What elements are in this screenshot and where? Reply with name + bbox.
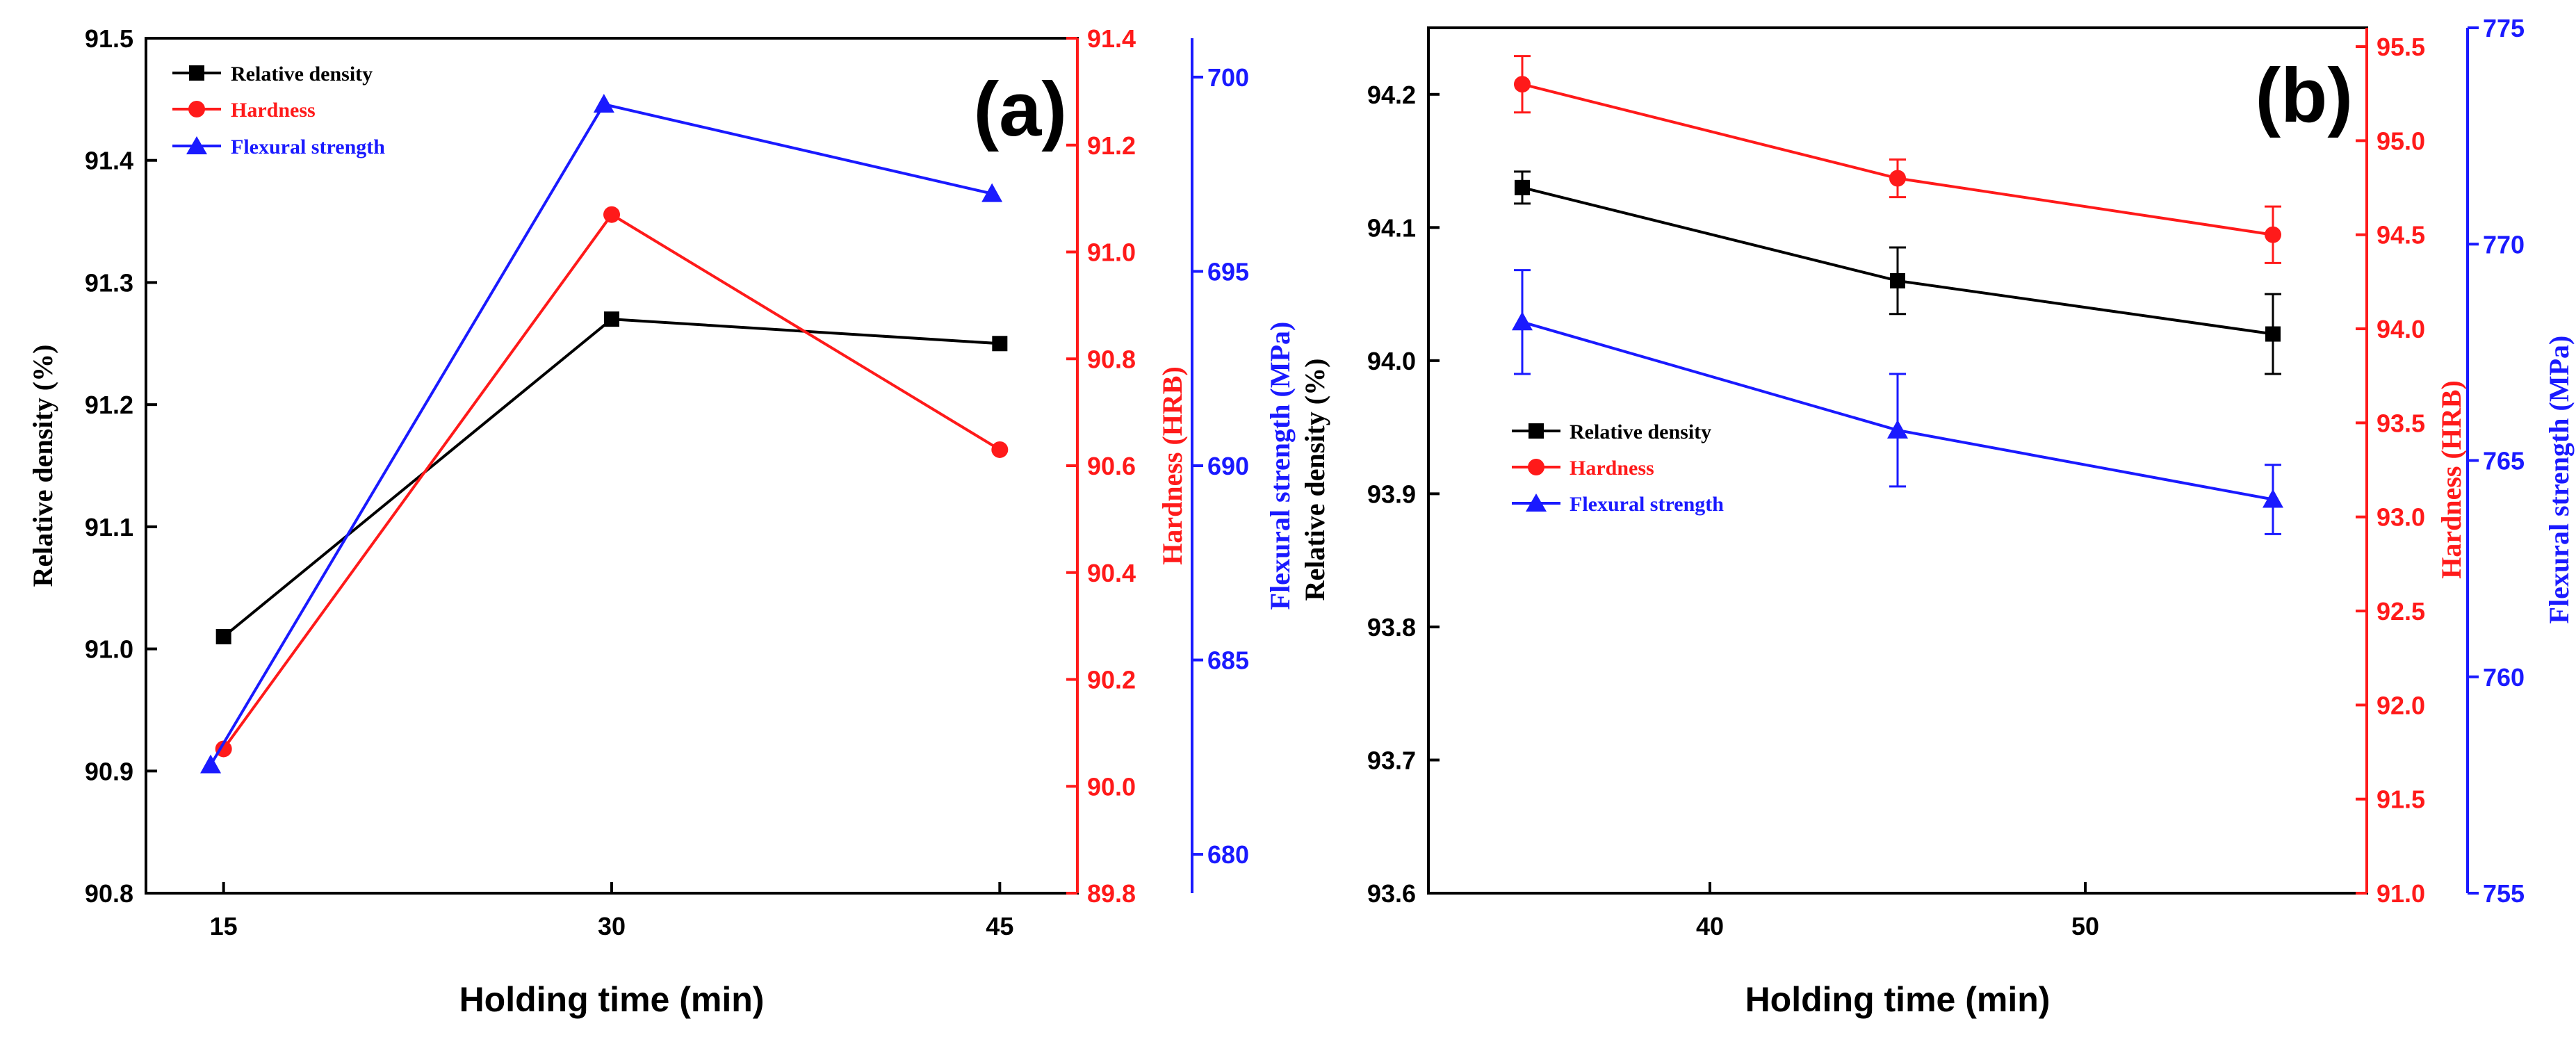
x-tick-label-b: 50 — [2071, 912, 2099, 940]
hardness-tick-label-a: 90.2 — [1087, 666, 1136, 694]
density-point-a — [992, 336, 1008, 352]
strength-point-a — [593, 94, 614, 113]
x-tick-label-a: 45 — [986, 912, 1013, 940]
legend-b: Relative density Hardness Flexural stren… — [1512, 421, 1724, 516]
x-tick-label-a: 15 — [210, 912, 238, 940]
hardness-tick-label-a: 90.0 — [1087, 772, 1136, 801]
hardness-tick-label-b: 95.5 — [2377, 33, 2425, 61]
y-axis-label-strength-b: Flexural strength (MPa) — [2543, 336, 2575, 624]
x-axis-label-a: Holding time (min) — [459, 980, 765, 1019]
density-tick-label-b: 93.6 — [1367, 879, 1416, 908]
hardness-tick-label-b: 93.5 — [2377, 409, 2425, 437]
panel-label-a: (a) — [974, 67, 1067, 152]
hardness-tick-label-a: 91.4 — [1087, 24, 1136, 53]
legend-label-hardness-a: Hardness — [231, 99, 316, 122]
density-tick-label-b: 93.9 — [1367, 480, 1416, 508]
x-axis-label-b: Holding time (min) — [1745, 980, 2051, 1019]
y-axis-label-hardness-a: Hardness (HRB) — [1157, 366, 1188, 565]
hardness-tick-label-b: 94.0 — [2377, 315, 2425, 343]
strength-tick-label-b: 775 — [2483, 14, 2525, 42]
strength-tick-label-a: 700 — [1207, 63, 1249, 92]
legend-marker-strength-b — [1526, 494, 1547, 512]
hardness-point-a — [991, 441, 1009, 458]
density-point-a — [215, 629, 231, 644]
legend-label-strength-a: Flexural strength — [231, 136, 385, 158]
hardness-tick-label-b: 94.5 — [2377, 221, 2425, 250]
legend-label-density-a: Relative density — [231, 63, 373, 85]
legend-marker-density-a — [189, 65, 204, 81]
y-axis-label-strength-a: Flexural strength (MPa) — [1264, 322, 1296, 610]
density-tick-label-b: 94.1 — [1367, 213, 1416, 242]
strength-tick-label-a: 685 — [1207, 646, 1249, 675]
hardness-point-b — [2265, 226, 2281, 243]
strength-point-b — [1512, 311, 1533, 331]
strength-tick-label-b: 770 — [2483, 230, 2525, 259]
density-tick-label-a: 90.8 — [85, 879, 133, 908]
strength-tick-label-b: 760 — [2483, 663, 2525, 692]
hardness-tick-label-a: 90.8 — [1087, 345, 1136, 373]
legend-marker-density-b — [1529, 423, 1544, 439]
x-tick-label-b: 40 — [1696, 912, 1724, 940]
strength-line-a — [209, 102, 993, 766]
legend-a: Relative density Hardness Flexural stren… — [172, 63, 385, 158]
legend-marker-hardness-a — [188, 101, 205, 117]
strength-tick-label-b: 765 — [2483, 447, 2525, 475]
hardness-line-a — [222, 213, 1001, 750]
hardness-tick-label-a: 90.6 — [1087, 452, 1136, 480]
strength-tick-label-a: 680 — [1207, 840, 1249, 869]
strength-tick-label-a: 695 — [1207, 257, 1249, 286]
hardness-point-b — [1889, 170, 1906, 187]
hardness-tick-label-b: 91.5 — [2377, 785, 2425, 814]
hardness-tick-label-a: 91.0 — [1087, 238, 1136, 267]
hardness-tick-label-b: 93.0 — [2377, 503, 2425, 532]
legend-label-strength-b: Flexural strength — [1570, 493, 1724, 516]
strength-tick-label-b: 755 — [2483, 879, 2525, 908]
hardness-tick-label-a: 91.2 — [1087, 131, 1136, 160]
density-tick-label-b: 94.2 — [1367, 81, 1416, 109]
hardness-point-b — [1514, 76, 1531, 93]
density-point-b — [2265, 326, 2281, 342]
hardness-tick-label-b: 95.0 — [2377, 127, 2425, 155]
legend-marker-strength-a — [186, 136, 207, 154]
strength-point-b — [1887, 419, 1908, 439]
hardness-tick-label-b: 92.0 — [2377, 691, 2425, 719]
density-tick-label-a: 91.2 — [85, 391, 133, 419]
density-point-a — [604, 311, 619, 327]
density-tick-label-a: 91.1 — [85, 513, 133, 541]
hardness-tick-label-a: 90.4 — [1087, 559, 1136, 587]
density-tick-label-a: 91.5 — [85, 24, 133, 53]
hardness-tick-label-a: 89.8 — [1087, 879, 1136, 908]
density-tick-label-a: 91.4 — [85, 147, 133, 175]
density-tick-label-b: 94.0 — [1367, 347, 1416, 375]
density-tick-label-a: 91.3 — [85, 268, 133, 297]
density-tick-label-b: 93.7 — [1367, 746, 1416, 774]
strength-point-b — [2263, 489, 2283, 508]
density-tick-label-a: 91.0 — [85, 635, 133, 664]
panel-label-b: (b) — [2256, 53, 2353, 138]
y-axis-label-hardness-b: Hardness (HRB) — [2436, 380, 2467, 579]
plot-frame-a — [145, 37, 1079, 895]
density-tick-label-b: 93.8 — [1367, 613, 1416, 642]
density-point-b — [1515, 179, 1530, 195]
strength-point-a — [981, 183, 1003, 202]
panel-a: 15 30 45 90.890.991.091.191.291.391.491.5 … — [27, 24, 1296, 1019]
legend-label-density-b: Relative density — [1570, 421, 1711, 443]
hardness-tick-label-b: 92.5 — [2377, 597, 2425, 626]
y-axis-label-density-b: Relative density (%) — [1299, 359, 1330, 601]
strength-tick-label-a: 690 — [1207, 452, 1249, 480]
hardness-point-a — [603, 206, 620, 223]
legend-marker-hardness-b — [1528, 459, 1544, 475]
hardness-point-a — [215, 740, 232, 758]
x-tick-label-a: 30 — [598, 912, 626, 940]
y-axis-label-density-a: Relative density (%) — [27, 345, 58, 587]
hardness-tick-label-b: 91.0 — [2377, 879, 2425, 908]
panel-b: 40 50 93.6 93.7 93.8 93.9 94.0 94.1 94.2 91.0 91… — [1299, 14, 2575, 1019]
density-point-b — [1890, 272, 1905, 288]
density-tick-label-a: 90.9 — [85, 757, 133, 785]
strength-point-a — [200, 754, 222, 774]
legend-label-hardness-b: Hardness — [1570, 457, 1654, 480]
